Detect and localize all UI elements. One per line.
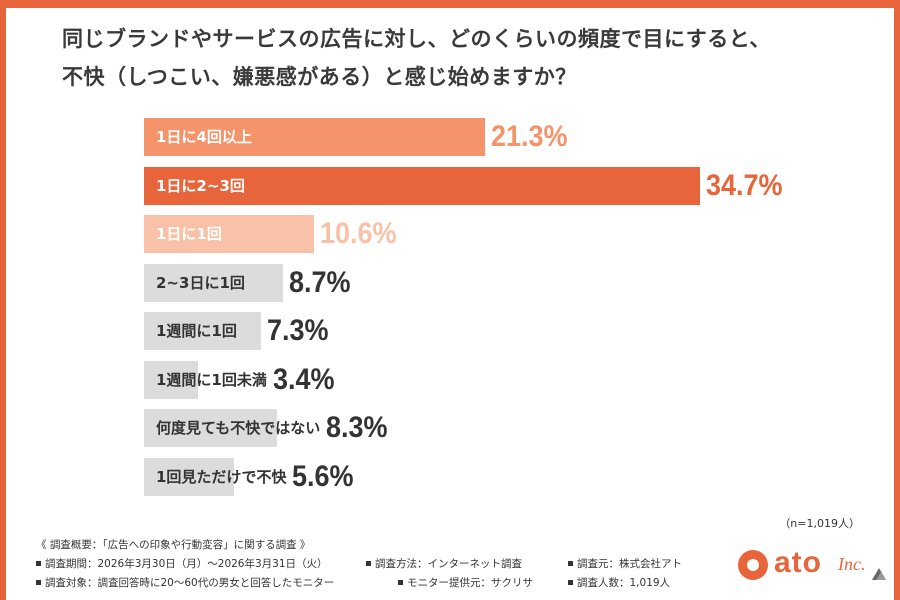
bar-value-2: 34.7% — [706, 168, 783, 202]
bullet-square-icon — [398, 579, 403, 585]
logo-mark-icon — [872, 568, 886, 580]
bar-label-7: 何度見ても不快ではない — [156, 419, 321, 437]
bar-2 — [144, 166, 700, 205]
survey-count: 調査人数：1,019人 — [577, 577, 671, 589]
bar-3 — [144, 215, 314, 253]
frame-right-border — [894, 0, 900, 600]
bar-label-3: 1日に1回 — [156, 225, 222, 243]
bar-value-5: 7.3% — [266, 314, 329, 347]
survey-target: 調査対象：調査回答時に20〜60代の男女と回答したモニター — [45, 577, 335, 589]
sample-size: （n=1,019人） — [779, 517, 860, 530]
survey-source: 調査元：株式会社アト — [577, 558, 682, 570]
bar-value-3: 10.6% — [319, 217, 397, 250]
survey-provider: モニター提供元：サクリサ — [407, 577, 533, 589]
bar-4 — [144, 263, 284, 302]
frame-top-border — [0, 0, 900, 8]
bar-label-5: 1週間に1回 — [156, 322, 237, 340]
survey-period: 調査期間：2026年3月30日（月）～2026年3月31日（火） — [45, 558, 328, 570]
chart-title-line1: 同じブランドやサービスの広告に対し、どのくらいの頻度で目にすると、 — [62, 27, 771, 51]
bar-7 — [144, 409, 277, 447]
bullet-square-icon — [568, 560, 573, 566]
bar-label-4: 2~3日に1回 — [156, 273, 245, 292]
chart-title: 同じブランドやサービスの広告に対し、どのくらいの頻度で目にすると、 不快（しつこ… — [62, 20, 862, 96]
bar-value-4: 8.7% — [289, 265, 351, 299]
chart-title-line2: 不快（しつこい、嫌悪感がある）と感じ始めますか？ — [62, 65, 577, 89]
bullet-square-icon — [36, 560, 41, 566]
bar-label-2: 1日に2~3回 — [156, 176, 245, 195]
bar-8 — [144, 457, 234, 496]
logo-circle-icon — [738, 550, 768, 580]
bar-value-7: 8.3% — [326, 411, 388, 444]
bar-6 — [144, 360, 199, 399]
bar-label-6: 1週間に1回未満 — [156, 370, 267, 389]
bullet-square-icon — [568, 579, 573, 585]
bar-label-1: 1日に4回以上 — [156, 128, 252, 146]
ato-logo: ato Inc. — [738, 546, 888, 584]
bar-value-1: 21.3% — [491, 120, 568, 153]
bar-value-8: 5.6% — [292, 459, 355, 493]
survey-heading: 《 調査概要：「広告への印象や行動変容」に関する調査 》 — [36, 539, 311, 551]
bullet-square-icon — [366, 560, 371, 566]
bar-1 — [144, 118, 486, 156]
survey-method: 調査方法：インターネット調査 — [375, 558, 522, 570]
bar-value-6: 3.4% — [272, 362, 335, 396]
bar-5 — [144, 312, 261, 350]
logo-suffix: Inc. — [838, 554, 866, 574]
logo-name: ato — [774, 546, 822, 579]
frame-left-border — [0, 0, 6, 600]
bullet-square-icon — [36, 579, 41, 585]
bar-label-8: 1回見ただけで不快 — [156, 467, 287, 486]
